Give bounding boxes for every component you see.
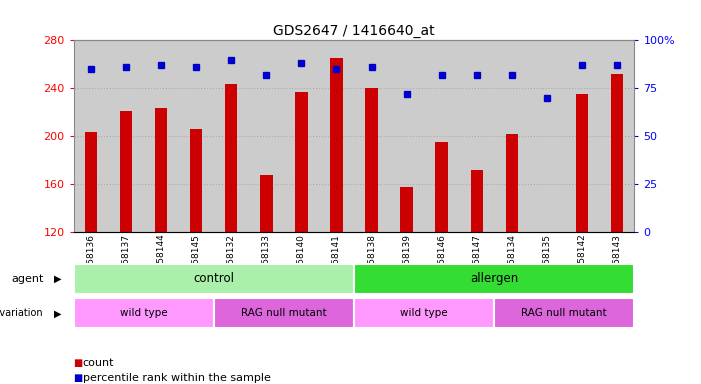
Text: agent: agent <box>11 274 43 284</box>
Bar <box>85 131 97 232</box>
Text: RAG null mutant: RAG null mutant <box>522 308 607 318</box>
Bar <box>295 92 308 232</box>
Bar <box>400 187 413 232</box>
Bar <box>435 142 448 232</box>
Bar <box>74 40 634 232</box>
Text: RAG null mutant: RAG null mutant <box>241 308 327 318</box>
Bar <box>190 129 203 232</box>
Bar <box>576 94 588 232</box>
Bar <box>120 111 132 232</box>
Bar <box>155 108 168 232</box>
Bar <box>260 175 273 232</box>
Text: ■: ■ <box>74 358 83 368</box>
Bar <box>330 58 343 232</box>
Text: genotype/variation: genotype/variation <box>0 308 43 318</box>
Text: count: count <box>83 358 114 368</box>
Bar <box>470 170 483 232</box>
Text: allergen: allergen <box>470 272 518 285</box>
Text: wild type: wild type <box>400 308 448 318</box>
Bar <box>365 88 378 232</box>
Text: ▶: ▶ <box>54 274 62 284</box>
Text: percentile rank within the sample: percentile rank within the sample <box>83 373 271 383</box>
Text: control: control <box>193 272 234 285</box>
Bar <box>505 134 518 232</box>
Title: GDS2647 / 1416640_at: GDS2647 / 1416640_at <box>273 24 435 38</box>
Bar <box>611 74 623 232</box>
Text: wild type: wild type <box>120 308 168 318</box>
Bar <box>225 84 238 232</box>
Text: ■: ■ <box>74 373 83 383</box>
Text: ▶: ▶ <box>54 308 62 318</box>
